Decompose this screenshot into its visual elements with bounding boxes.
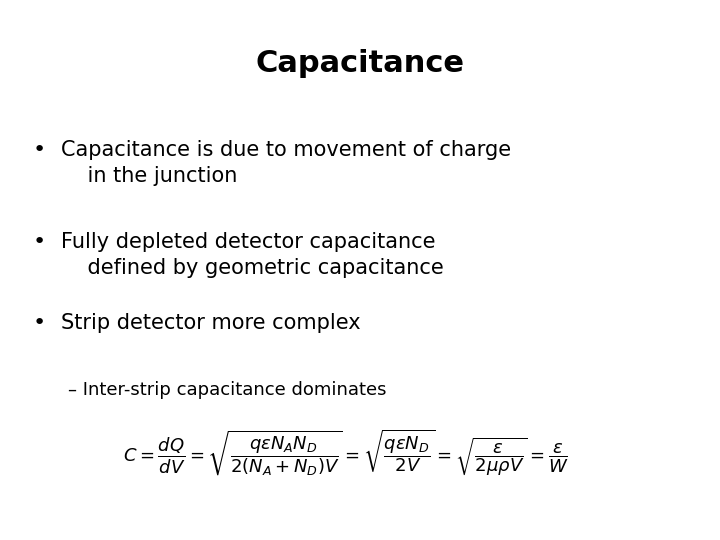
Text: Strip detector more complex: Strip detector more complex: [61, 313, 361, 333]
Text: – Inter-strip capacitance dominates: – Inter-strip capacitance dominates: [68, 381, 387, 399]
Text: •: •: [33, 140, 46, 160]
Text: •: •: [33, 232, 46, 252]
Text: $C = \dfrac{dQ}{dV} = \sqrt{\dfrac{q\varepsilon N_A N_D}{2(N_A + N_D)V}} = \sqrt: $C = \dfrac{dQ}{dV} = \sqrt{\dfrac{q\var…: [123, 428, 568, 478]
Text: •: •: [33, 313, 46, 333]
Text: Capacitance is due to movement of charge
    in the junction: Capacitance is due to movement of charge…: [61, 140, 511, 186]
Text: Fully depleted detector capacitance
    defined by geometric capacitance: Fully depleted detector capacitance defi…: [61, 232, 444, 278]
Text: Capacitance: Capacitance: [256, 49, 464, 78]
